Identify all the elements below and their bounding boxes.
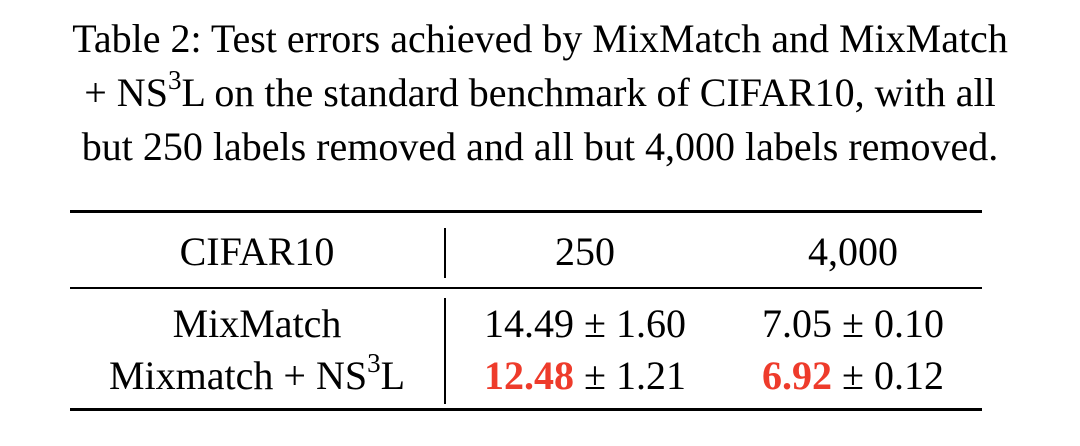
table-top-rule (70, 210, 982, 213)
table-bottom-rule (70, 408, 982, 411)
row-mixmatch-250: 14.49 ± 1.60 (446, 300, 724, 348)
table-caption: Table 2: Test errors achieved by MixMatc… (0, 12, 1080, 174)
method-superscript: 3 (367, 347, 381, 378)
best-value: 12.48 (484, 353, 575, 398)
header-4000-labels: 4,000 (808, 229, 898, 274)
row-ns3l-250: 12.48 ± 1.21 (446, 352, 724, 400)
caption-line-1: Table 2: Test errors achieved by MixMatc… (72, 16, 1008, 61)
row-mixmatch-4000: 7.05 ± 0.10 (724, 300, 982, 348)
best-value: 6.92 (762, 353, 833, 398)
table-header-rule (70, 287, 982, 289)
caption-superscript: 3 (167, 64, 182, 95)
value-text: ± 1.21 (574, 353, 686, 398)
value-text: 7.05 ± 0.10 (762, 301, 944, 346)
value-text: ± 0.12 (832, 353, 944, 398)
header-250-labels: 250 (555, 229, 615, 274)
header-column-divider (444, 228, 446, 278)
row-ns3l-method: Mixmatch + NS3L (70, 349, 444, 400)
caption-line-2: + NS3L on the standard benchmark of CIFA… (0, 66, 1080, 120)
value-text: 14.49 ± 1.60 (484, 301, 686, 346)
header-dataset: CIFAR10 (179, 229, 335, 274)
caption-line-3: but 250 labels removed and all but 4,000… (81, 124, 999, 169)
method-suffix: L (380, 353, 406, 398)
caption-line-2-suffix: L on the standard benchmark of CIFAR10, … (181, 70, 996, 115)
row-mixmatch-method: MixMatch (70, 300, 444, 348)
caption-line-2-prefix: + NS (84, 70, 168, 115)
row-ns3l-4000: 6.92 ± 0.12 (724, 352, 982, 400)
method-name: Mixmatch + NS (108, 353, 368, 398)
body-column-divider (444, 298, 446, 404)
method-name: MixMatch (172, 301, 342, 346)
